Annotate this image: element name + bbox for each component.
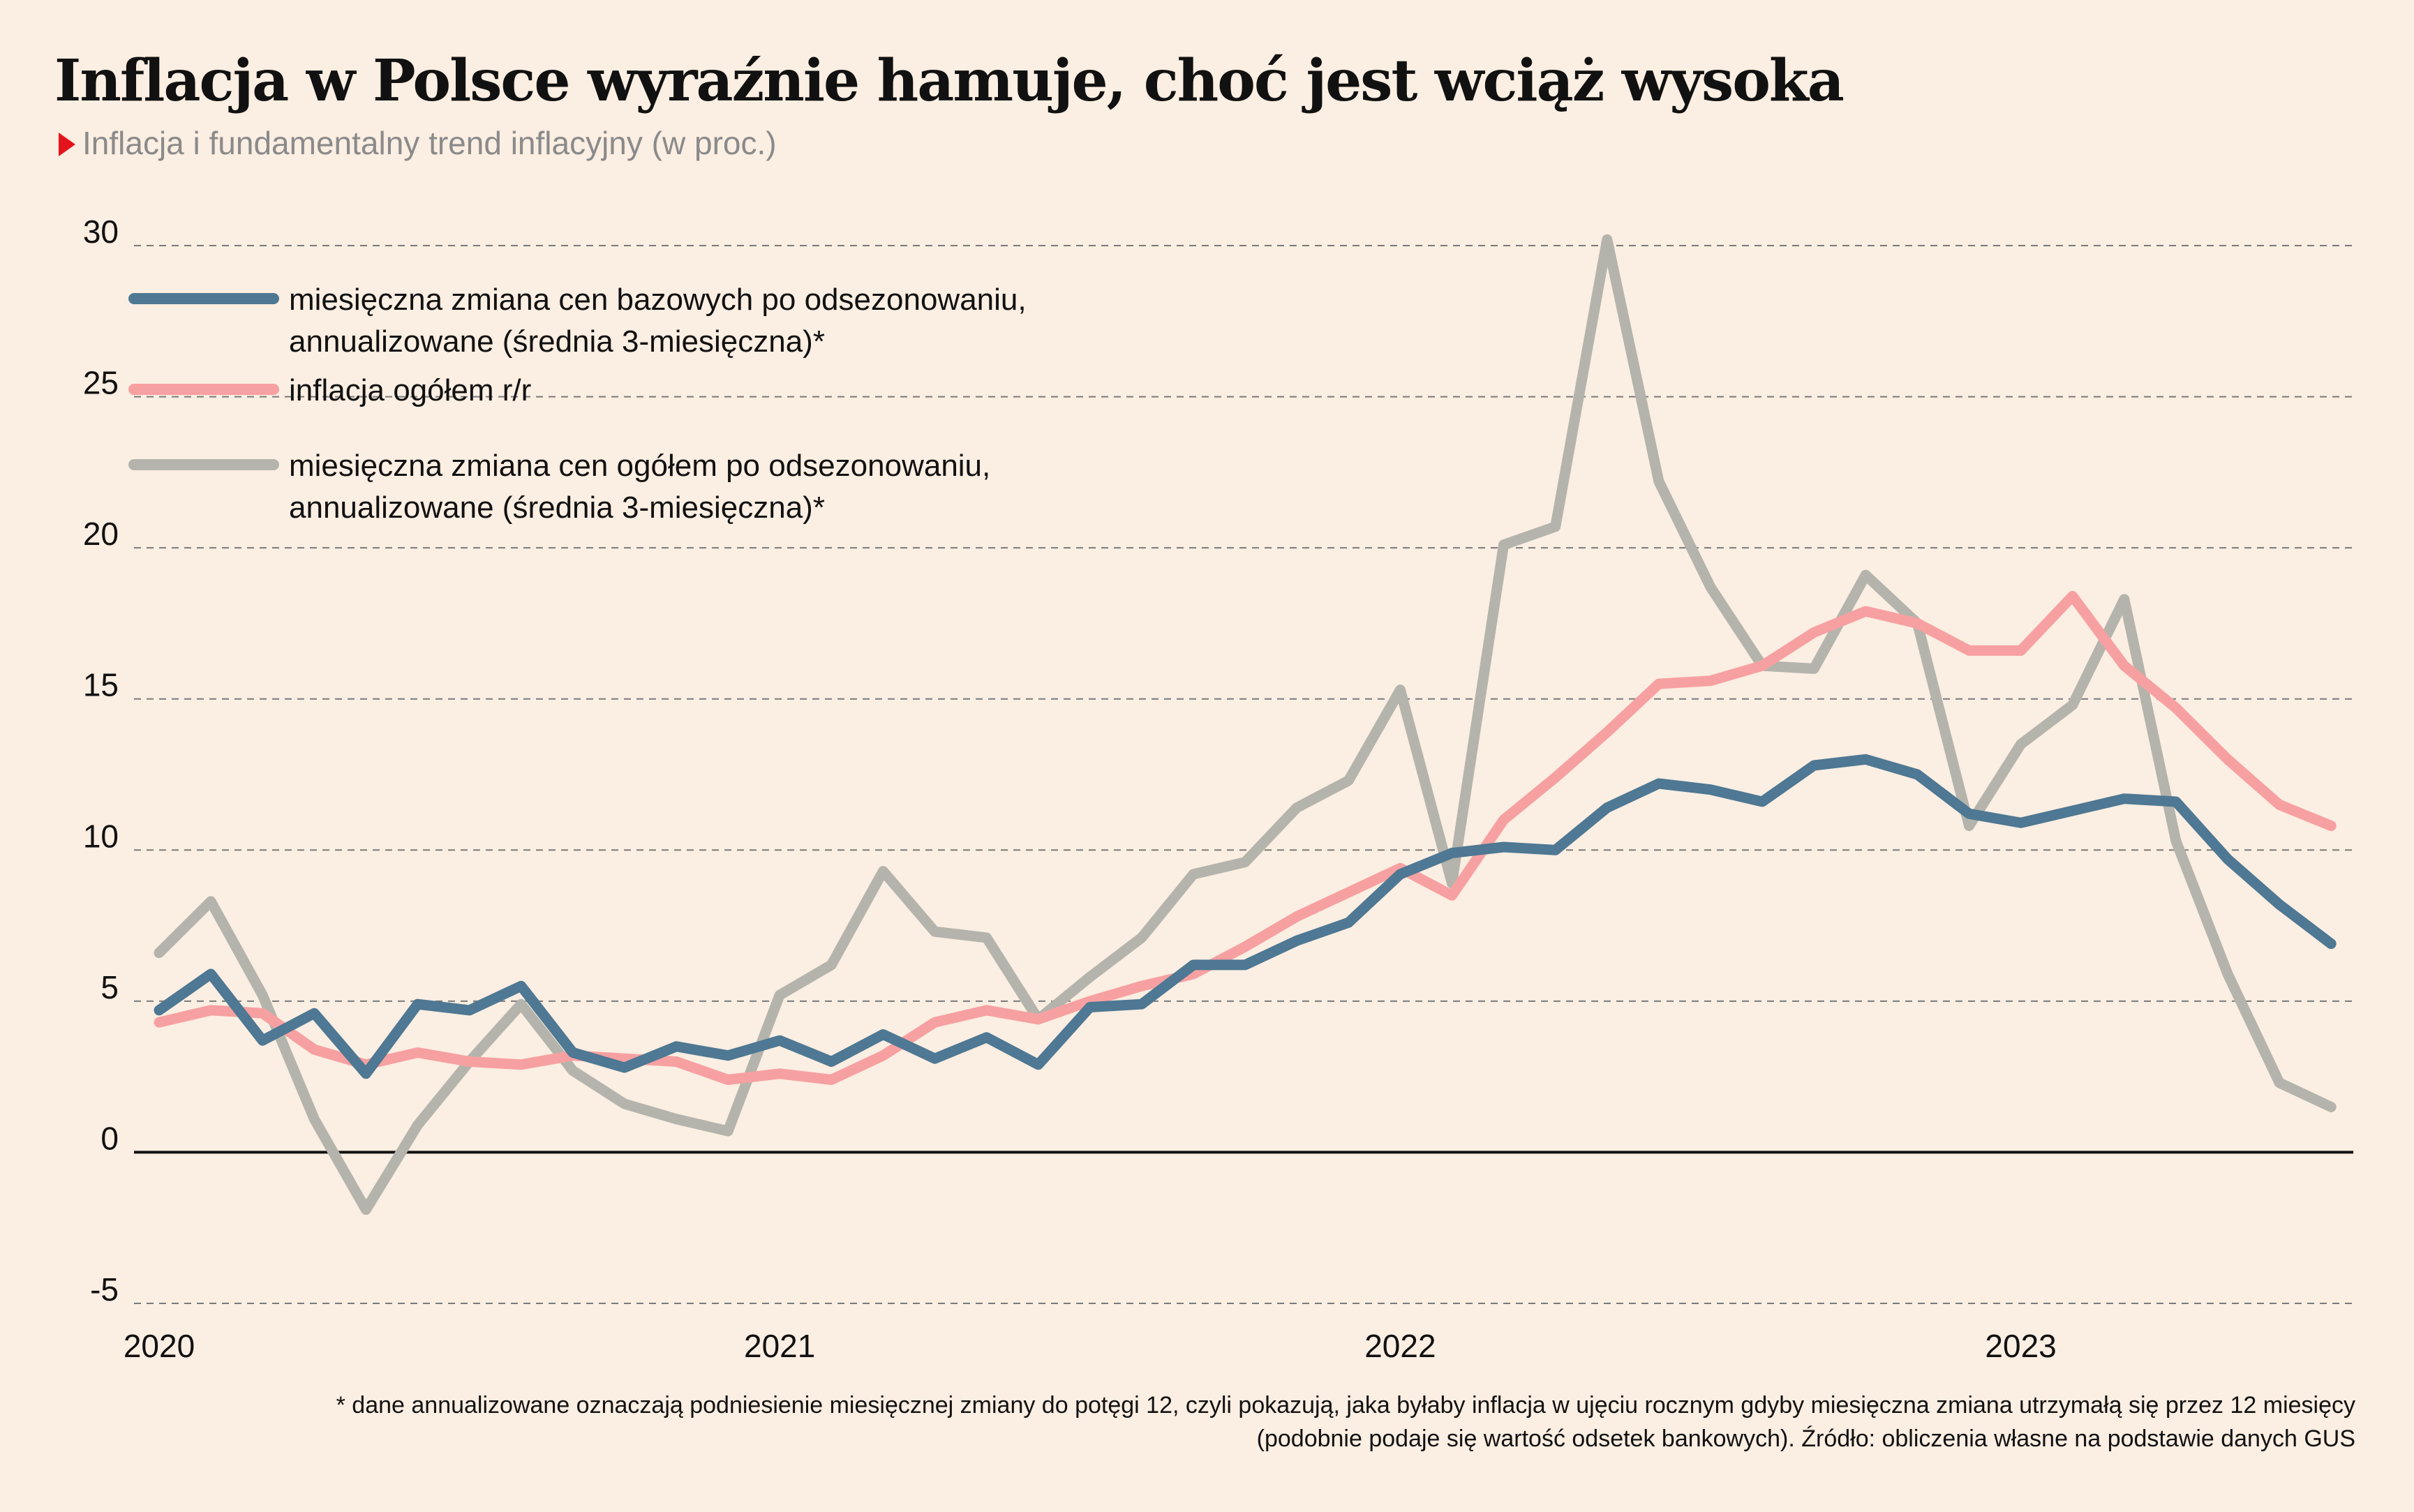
y-tick-label: 0 [100,1120,119,1156]
y-tick-label: 15 [83,667,119,703]
x-tick-label: 2023 [1985,1328,2056,1364]
chart-title: Inflacja w Polsce wyraźnie hamuje, choć … [54,47,1845,114]
x-tick-label: 2022 [1364,1328,1436,1364]
y-tick-label: 25 [83,365,119,401]
x-tick-label: 2021 [744,1328,815,1364]
series-line-1 [154,754,2337,1079]
subtitle-text: Inflacja i fundamentalny trend inflacyjn… [82,125,777,161]
legend-label-3: annualizowane (średnia 3-miesięczna)* [289,491,825,525]
footnote: * dane annualizowane oznaczają podniesie… [122,1389,2355,1455]
legend-label-2: inflacja ogółem r/r [289,373,531,407]
footnote-line-2: (podobnie podaje się wartość odsetek ban… [1256,1425,2355,1452]
x-tick-label: 2020 [124,1328,195,1364]
y-tick-label: 20 [83,516,119,552]
x-axis-ticks: 2020 2021 2022 2023 [124,1328,2057,1364]
y-tick-label: 30 [83,214,119,250]
y-tick-label: 10 [83,818,119,854]
footnote-line-1: * dane annualizowane oznaczają podniesie… [336,1392,2355,1419]
series-line-3 [154,234,2337,1215]
chart-subtitle: Inflacja i fundamentalny trend inflacyjn… [59,124,777,162]
series-lines [154,234,2337,1215]
triangle-marker-icon [59,133,75,156]
series-line-2 [154,590,2337,1085]
y-axis-ticks: -5 0 5 10 15 20 25 30 [83,214,119,1308]
legend-label-3: miesięczna zmiana cen ogółem po odsezono… [289,449,990,483]
y-tick-label: 5 [100,969,119,1005]
legend-label-1: miesięczna zmiana cen bazowych po odsezo… [289,283,1027,317]
y-tick-label: -5 [90,1271,119,1308]
grid-lines [134,245,2353,1304]
legend: miesięczna zmiana cen bazowych po odsezo… [128,283,1027,525]
legend-label-1: annualizowane (średnia 3-miesięczna)* [289,324,825,359]
